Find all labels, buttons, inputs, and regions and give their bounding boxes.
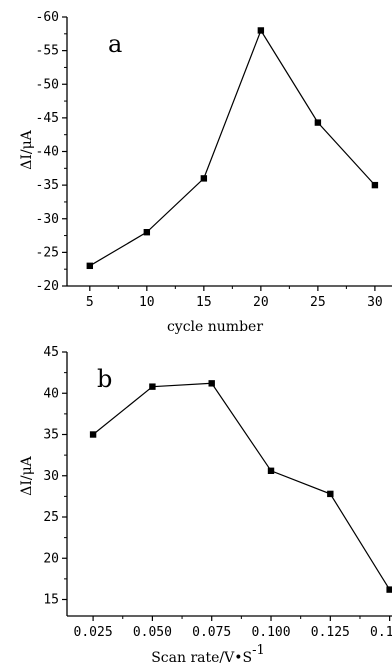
panel-a-x-tick-label: 15	[196, 295, 212, 310]
panel-a-y-tick-label: -45	[36, 111, 59, 126]
panel-b-plot: 15 20 25 30 35 40 45 0.025 0.050 0.075 0.100 0.125 0…	[43, 345, 392, 640]
panel-a-x-tick-label: 20	[253, 295, 269, 310]
panel-b-data-point	[386, 586, 392, 593]
panel-a-x-tick-label: 30	[367, 295, 383, 310]
panel-b-y-tick-label: 30	[43, 469, 59, 484]
panel-a-y-axis-title: ΔI/μA	[19, 129, 35, 169]
panel-a-data-point	[257, 27, 265, 34]
panel-b-data-point	[89, 431, 97, 438]
panel-b-y-tick-label: 45	[43, 345, 59, 360]
panel-b-data-point	[267, 467, 275, 474]
panel-a-data-point	[200, 175, 208, 182]
panel-a-y-tick-label: -40	[36, 145, 59, 160]
panel-b-x-axis-title-superscript: -1	[252, 643, 265, 658]
panel-a-plot: -20 -25 -30 -35 -40 -45 -50 -55 -60 5 10 15 20 25 30	[36, 10, 392, 310]
panel-a-y-tick-label: -60	[36, 10, 59, 25]
panel-b-y-tick-label: 20	[43, 551, 59, 566]
panel-b-data-point	[149, 383, 156, 390]
panel-a-data-point	[143, 229, 151, 236]
panel-a-y-tick-label: -55	[36, 44, 59, 59]
panel-a: a cycle number ΔI/μA	[19, 30, 263, 335]
panel-a-x-tick-label: 10	[139, 295, 155, 310]
panel-a-data-point	[314, 119, 322, 126]
panel-b-x-tick-label: 0.025	[74, 625, 113, 640]
panel-b-x-axis-title-main: Scan rate/V•S	[151, 650, 252, 666]
panel-b-y-tick-label: 35	[43, 428, 59, 443]
panel-a-x-axis-title: cycle number	[167, 319, 263, 335]
panel-b-x-axis-title: Scan rate/V•S-1	[151, 643, 265, 666]
panel-b-x-tick-label: 0.050	[133, 625, 172, 640]
panel-b-x-tick-label: 0.150	[370, 625, 392, 640]
panel-a-y-tick-label: -30	[36, 212, 59, 227]
panel-b-y-tick-label: 15	[43, 593, 59, 608]
panel-b: b Scan rate/V•S-1 ΔI/μA	[19, 365, 265, 666]
panel-b-data-point	[208, 380, 215, 387]
panel-a-y-tick-label: -25	[36, 245, 59, 260]
panel-a-data-point	[86, 262, 94, 270]
panel-a-x-tick-label: 25	[310, 295, 326, 310]
panel-b-y-axis-title: ΔI/μA	[19, 455, 35, 495]
panel-b-series-line	[92, 382, 391, 590]
panel-b-data-point	[327, 490, 334, 498]
panel-b-x-tick-label: 0.075	[192, 625, 231, 640]
panel-a-series-line	[89, 29, 376, 267]
panel-a-x-tick-label: 5	[86, 295, 94, 310]
panel-a-y-tick-label: -50	[36, 77, 59, 92]
panel-b-y-tick-label: 40	[43, 386, 59, 401]
panel-b-x-tick-label: 0.125	[311, 625, 350, 640]
panel-a-y-tick-label: -35	[36, 178, 59, 193]
panel-b-y-tick-label: 25	[43, 510, 59, 525]
panel-a-letter: a	[108, 30, 122, 58]
panel-a-y-tick-label: -20	[36, 279, 59, 294]
panel-b-letter: b	[97, 365, 112, 393]
panel-b-x-tick-label: 0.100	[251, 625, 290, 640]
panel-a-data-point	[371, 181, 379, 189]
